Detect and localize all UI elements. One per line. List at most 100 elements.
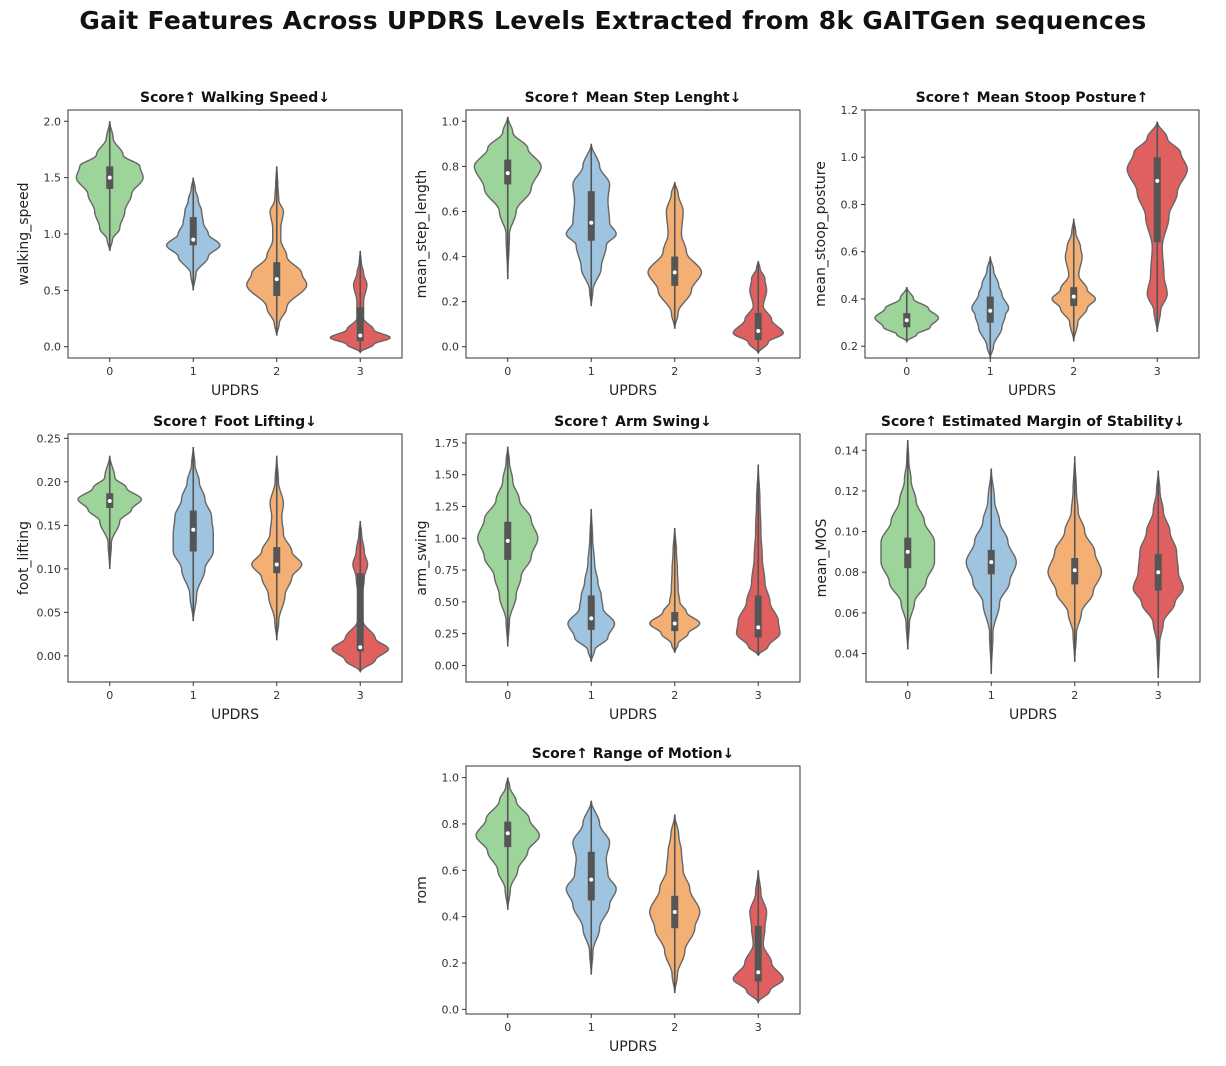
y-tick-label: 0.08 [835,566,860,579]
y-tick-label: 0.2 [442,957,460,970]
median-marker-updrs-0 [107,175,112,180]
median-marker-updrs-2 [274,562,279,567]
panel-title: Score↑ Mean Stoop Posture↑ [916,90,1149,106]
x-tick-label: 0 [106,365,113,378]
y-tick-label: 0.10 [37,563,62,576]
iqr-box-updrs-3 [754,312,762,340]
y-tick-label: 0.12 [835,485,860,498]
chart-svg: Score↑ Walking Speed↓ 0.0 0.5 1.0 1.5 2.0 0 1 2 3… [16,90,403,399]
median-marker-updrs-3 [1155,178,1160,183]
y-tick-label: 0.6 [442,205,460,218]
y-axis-label: mean_MOS [814,519,830,598]
chart-svg: Score↑ Foot Lifting↓ 0.00 0.05 0.10 0.15 0.20… [16,414,403,723]
plot-frame [465,433,801,683]
median-marker-updrs-2 [672,910,677,915]
iqr-box-updrs-1 [587,191,595,241]
median-marker-updrs-1 [589,220,594,225]
y-tick-label: 0.8 [442,818,460,831]
x-tick-label: 1 [190,689,197,702]
mean-stoop-posture-panel: Score↑ Mean Stoop Posture↑ 0.2 0.4 0.6 0.8 1.… [810,84,1210,402]
y-tick-label: 0.10 [835,526,860,539]
y-tick-label: 1.0 [442,772,460,785]
median-marker-updrs-3 [358,333,363,338]
iqr-box-updrs-3 [1153,157,1161,243]
x-tick-label: 2 [671,365,678,378]
median-marker-updrs-0 [505,538,510,543]
x-tick-label: 1 [588,1021,595,1034]
median-marker-updrs-2 [1071,294,1076,299]
y-tick-label: 0.0 [442,1003,460,1016]
chart-svg: Score↑ Arm Swing↓ 0.00 0.25 0.50 0.75 1.00 1.2… [414,414,801,723]
y-tick-label: 0.4 [442,911,460,924]
y-tick-label: 0.50 [435,596,460,609]
x-axis-label: UPDRS [211,707,259,723]
panel-title: Score↑ Walking Speed↓ [140,90,330,106]
x-tick-label: 0 [106,689,113,702]
y-tick-label: 0.4 [442,251,460,264]
x-tick-label: 1 [190,365,197,378]
y-tick-label: 0.8 [841,198,859,211]
margin-of-stability-panel: Score↑ Estimated Margin of Stability↓ 0.0… [810,408,1210,726]
median-marker-updrs-2 [1072,568,1077,573]
x-axis-label: UPDRS [609,1039,657,1055]
arm-swing-panel: Score↑ Arm Swing↓ 0.00 0.25 0.50 0.75 1.00 1.2… [410,408,810,726]
y-tick-label: 1.75 [435,437,460,450]
median-marker-updrs-3 [1156,570,1161,575]
y-tick-label: 0.6 [442,864,460,877]
x-axis-label: UPDRS [1008,383,1056,399]
chart-svg: Score↑ Range of Motion↓ 0.0 0.2 0.4 0.6 0.8 1.… [414,746,801,1055]
y-tick-label: 0.25 [37,432,62,445]
median-marker-updrs-1 [191,527,196,532]
panel-title: Score↑ Estimated Margin of Stability↓ [881,414,1185,430]
iqr-box-updrs-3 [754,595,762,638]
x-tick-label: 2 [1071,689,1078,702]
y-axis-label: rom [414,876,430,904]
panel-title: Score↑ Foot Lifting↓ [153,414,317,430]
iqr-box-updrs-1 [587,595,595,630]
iqr-box-updrs-3 [356,573,364,652]
y-tick-label: 1.0 [841,151,859,164]
y-tick-label: 1.5 [44,172,62,185]
y-tick-label: 0.0 [44,341,62,354]
panel-title: Score↑ Range of Motion↓ [532,746,735,762]
median-marker-updrs-1 [589,877,594,882]
y-tick-label: 0.20 [37,476,62,489]
x-tick-label: 0 [504,365,511,378]
median-marker-updrs-2 [274,277,279,282]
y-tick-label: 1.2 [841,104,859,117]
x-axis-label: UPDRS [609,383,657,399]
y-axis-label: mean_stoop_posture [813,161,829,307]
y-tick-label: 1.0 [442,115,460,128]
y-tick-label: 0.06 [835,607,860,620]
x-tick-label: 0 [504,689,511,702]
median-marker-updrs-0 [107,499,112,504]
plot-frame [864,109,1200,359]
y-tick-label: 1.0 [44,228,62,241]
iqr-box-updrs-3 [356,307,364,342]
walking-speed-panel: Score↑ Walking Speed↓ 0.0 0.5 1.0 1.5 2.0 0 1 2 3… [0,84,410,402]
panel-title: Score↑ Mean Step Lenght↓ [525,90,742,106]
median-marker-updrs-3 [756,328,761,333]
y-tick-label: 0.75 [435,564,460,577]
y-tick-label: 0.5 [44,284,62,297]
x-tick-label: 2 [1070,365,1077,378]
plot-frame [67,433,403,683]
x-tick-label: 1 [588,365,595,378]
plot-frame [465,109,801,359]
y-tick-label: 0.2 [841,340,859,353]
y-tick-label: 1.50 [435,469,460,482]
y-tick-label: 2.0 [44,115,62,128]
median-marker-updrs-0 [505,171,510,176]
y-axis-label: arm_swing [414,520,430,595]
y-tick-label: 0.00 [37,650,62,663]
iqr-box-updrs-1 [587,851,595,901]
x-tick-label: 0 [504,1021,511,1034]
chart-svg: Score↑ Mean Step Lenght↓ 0.0 0.2 0.4 0.6 0.8 1… [414,90,801,399]
x-tick-label: 2 [273,365,280,378]
x-tick-label: 3 [1155,689,1162,702]
median-marker-updrs-1 [988,308,993,313]
x-tick-label: 3 [755,1021,762,1034]
x-tick-label: 2 [671,1021,678,1034]
y-axis-label: foot_lifting [16,521,32,595]
chart-svg: Score↑ Mean Stoop Posture↑ 0.2 0.4 0.6 0.8 1.… [813,90,1200,399]
